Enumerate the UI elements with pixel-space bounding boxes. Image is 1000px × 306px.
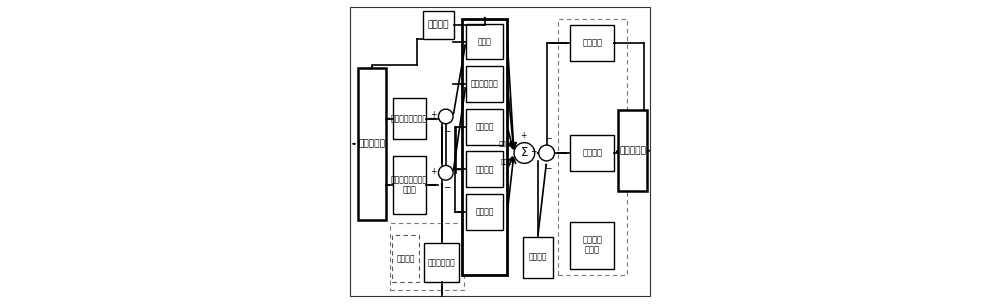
Text: 飞轮储能: 飞轮储能: [475, 122, 494, 131]
Bar: [462, 19, 507, 275]
Text: 实际有功: 实际有功: [499, 141, 514, 147]
Text: 频率偏差值: 频率偏差值: [619, 146, 646, 155]
Circle shape: [438, 109, 453, 124]
Bar: [466, 109, 503, 145]
Text: Σ: Σ: [521, 147, 528, 159]
Text: −: −: [544, 163, 551, 172]
Bar: [570, 222, 614, 269]
Text: −: −: [443, 126, 450, 135]
Text: 微电网频
率响应: 微电网频 率响应: [582, 235, 602, 255]
Bar: [466, 194, 503, 230]
Text: +: +: [430, 110, 436, 119]
Text: 发电控制器: 发电控制器: [359, 139, 386, 148]
Text: +: +: [530, 147, 537, 156]
Text: 一次调频系数: 一次调频系数: [428, 258, 456, 267]
Text: 惯性环节: 惯性环节: [582, 148, 602, 158]
Text: 小水电功率指令值: 小水电功率指令值: [391, 114, 428, 123]
Bar: [393, 156, 426, 214]
Text: +: +: [430, 167, 436, 176]
Text: 风力发电: 风力发电: [475, 207, 494, 217]
Text: +: +: [521, 131, 527, 140]
Text: 微型燃气轮机功率
指令值: 微型燃气轮机功率 指令值: [391, 175, 428, 195]
Text: 一次调节: 一次调节: [396, 254, 415, 263]
Circle shape: [539, 145, 555, 161]
Bar: [558, 19, 627, 275]
Circle shape: [514, 143, 535, 163]
Bar: [466, 151, 503, 187]
Text: 微型燃气轮机: 微型燃气轮机: [471, 80, 498, 89]
Text: 总输出: 总输出: [501, 159, 512, 165]
Text: 惯性环节: 惯性环节: [582, 39, 602, 47]
Bar: [523, 237, 553, 278]
Bar: [358, 68, 386, 220]
Text: 负荷扰动: 负荷扰动: [529, 253, 547, 262]
Bar: [390, 223, 464, 290]
Text: 机组数据: 机组数据: [428, 21, 449, 30]
Bar: [618, 110, 647, 191]
Bar: [423, 11, 454, 39]
Bar: [424, 243, 459, 282]
Text: 光伏发电: 光伏发电: [475, 165, 494, 174]
Bar: [570, 25, 614, 61]
Text: 小水电: 小水电: [478, 37, 492, 46]
Bar: [570, 135, 614, 171]
Text: −: −: [544, 134, 551, 143]
Text: −: −: [443, 183, 450, 192]
Bar: [393, 98, 426, 139]
Circle shape: [438, 166, 453, 180]
Bar: [466, 66, 503, 102]
Bar: [466, 24, 503, 59]
Bar: [392, 235, 419, 282]
